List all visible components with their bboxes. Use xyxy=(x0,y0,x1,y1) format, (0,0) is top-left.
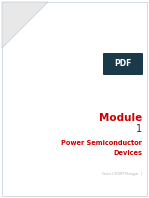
Text: Devices: Devices xyxy=(113,150,142,156)
FancyBboxPatch shape xyxy=(103,53,143,75)
Text: Power Semiconductor: Power Semiconductor xyxy=(61,140,142,146)
Text: Module: Module xyxy=(99,113,142,123)
Text: PDF: PDF xyxy=(114,60,132,69)
Text: Version 1 MOSFET Kharagpur   1: Version 1 MOSFET Kharagpur 1 xyxy=(102,172,142,176)
Polygon shape xyxy=(2,2,48,48)
Text: 1: 1 xyxy=(136,124,142,134)
